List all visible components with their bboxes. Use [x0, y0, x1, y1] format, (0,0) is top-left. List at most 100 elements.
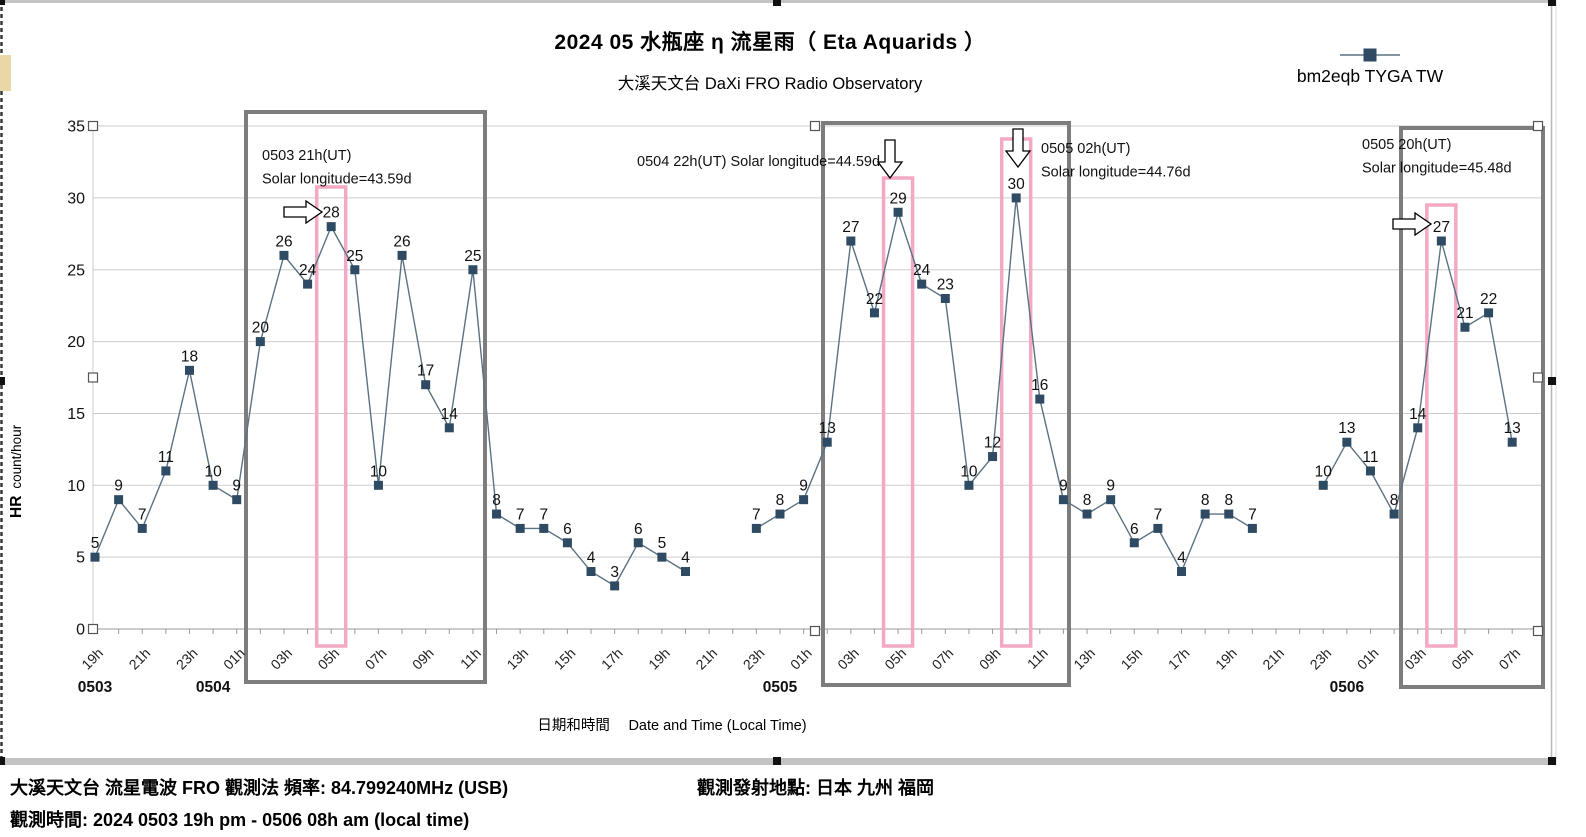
frame-selection-handle[interactable] [1548, 377, 1556, 385]
plot-selection-handle[interactable] [87, 623, 99, 635]
series-line[interactable] [94, 225, 686, 587]
highlight-box-pink[interactable] [881, 176, 915, 648]
data-point-marker[interactable] [137, 523, 147, 533]
frame-selection-handle[interactable] [773, 0, 781, 6]
data-point-marker[interactable] [822, 437, 832, 447]
data-point-marker[interactable] [893, 207, 903, 217]
data-point-label: 24 [913, 262, 931, 279]
data-point-marker[interactable] [1106, 495, 1116, 505]
plot-selection-handle[interactable] [1532, 120, 1544, 132]
data-point-marker[interactable] [1507, 437, 1517, 447]
data-point-marker[interactable] [1153, 523, 1163, 533]
data-point-marker[interactable] [799, 495, 809, 505]
plot-selection-handle[interactable] [809, 120, 821, 132]
data-point-marker[interactable] [208, 480, 218, 490]
arrow-right-icon[interactable] [283, 199, 324, 225]
data-point-marker[interactable] [90, 552, 100, 562]
data-point-marker[interactable] [255, 337, 265, 347]
data-point-marker[interactable] [1342, 437, 1352, 447]
footer-observation-period: 觀測時間: 2024 0503 19h pm - 0506 08h am (lo… [10, 810, 470, 830]
data-point-marker[interactable] [539, 523, 549, 533]
data-point-marker[interactable] [917, 279, 927, 289]
plot-selection-handle[interactable] [1532, 625, 1544, 637]
data-point-marker[interactable] [1177, 567, 1187, 577]
data-point-marker[interactable] [1460, 322, 1470, 332]
data-point-marker[interactable] [681, 567, 690, 577]
data-point-marker[interactable] [492, 509, 502, 519]
data-point-marker[interactable] [1436, 236, 1446, 246]
legend-label[interactable]: bm2eqb TYGA TW [1296, 66, 1444, 86]
data-point-marker[interactable] [657, 552, 667, 562]
data-point-marker[interactable] [1082, 509, 1092, 519]
data-point-marker[interactable] [633, 538, 643, 548]
plot-selection-handle[interactable] [87, 120, 99, 132]
data-point-marker[interactable] [279, 250, 289, 260]
data-point-label: 4 [1177, 550, 1186, 567]
data-point-marker[interactable] [1365, 466, 1375, 476]
data-point-marker[interactable] [869, 308, 879, 318]
frame-selection-handle[interactable] [1548, 757, 1556, 765]
highlight-box-pink[interactable] [1425, 203, 1458, 648]
data-point-marker[interactable] [515, 523, 525, 533]
data-point-marker[interactable] [397, 250, 407, 260]
annotation-text: 0504 22h(UT) Solar longitude=44.59d [637, 154, 880, 170]
data-point-marker[interactable] [1484, 308, 1494, 318]
data-point-label: 14 [1409, 406, 1427, 423]
data-point-marker[interactable] [1224, 509, 1234, 519]
data-point-marker[interactable] [940, 293, 950, 303]
frame-selection-handle[interactable] [773, 757, 781, 765]
data-point-marker[interactable] [303, 279, 313, 289]
series-line[interactable] [755, 197, 1253, 574]
data-point-marker[interactable] [421, 380, 431, 390]
plot-selection-handle[interactable] [87, 372, 99, 383]
data-point-marker[interactable] [326, 222, 336, 232]
data-point-marker[interactable] [610, 581, 620, 591]
data-point-marker[interactable] [1247, 523, 1257, 533]
y-axis-tick-label: 10 [67, 478, 85, 495]
data-point-marker[interactable] [350, 265, 360, 275]
frame-selection-handle[interactable] [0, 757, 5, 765]
data-point-label: 25 [346, 248, 363, 265]
plot-selection-handle[interactable] [809, 625, 821, 637]
x-axis-tick-label: 03h [834, 645, 862, 673]
plot-selection-handle[interactable] [1532, 372, 1544, 383]
series-line[interactable] [1322, 240, 1513, 516]
highlight-box-gray[interactable] [821, 121, 1071, 687]
data-point-marker[interactable] [161, 466, 171, 476]
data-point-label: 20 [252, 320, 270, 337]
data-point-marker[interactable] [1318, 480, 1328, 490]
data-point-marker[interactable] [1129, 538, 1139, 548]
data-point-marker[interactable] [846, 236, 856, 246]
frame-selection-handle[interactable] [0, 377, 5, 385]
data-point-marker[interactable] [1035, 394, 1045, 404]
highlight-box-pink[interactable] [314, 185, 348, 648]
highlight-box-gray[interactable] [1399, 126, 1545, 689]
data-point-marker[interactable] [775, 509, 785, 519]
data-point-label: 9 [799, 478, 808, 495]
x-axis-title: 日期和時間 Date and Time (Local Time) [537, 718, 807, 734]
frame-selection-handle[interactable] [0, 0, 5, 5]
arrow-down-icon[interactable] [876, 139, 904, 180]
arrow-down-icon[interactable] [1004, 128, 1032, 169]
highlight-box-pink[interactable] [999, 137, 1033, 648]
data-point-marker[interactable] [114, 495, 124, 505]
data-point-marker[interactable] [1011, 193, 1021, 203]
data-point-marker[interactable] [988, 452, 998, 462]
data-point-marker[interactable] [468, 265, 478, 275]
data-point-marker[interactable] [444, 423, 454, 433]
data-point-marker[interactable] [1058, 495, 1068, 505]
frame-selection-handle[interactable] [1548, 0, 1556, 6]
data-point-marker[interactable] [373, 480, 383, 490]
data-point-marker[interactable] [751, 523, 761, 533]
data-point-marker[interactable] [1389, 509, 1399, 519]
data-point-marker[interactable] [1200, 509, 1210, 519]
data-point-marker[interactable] [964, 480, 974, 490]
x-axis-tick-label: 17h [598, 645, 626, 673]
data-point-marker[interactable] [1413, 423, 1423, 433]
arrow-right-icon[interactable] [1392, 211, 1433, 237]
data-point-marker[interactable] [184, 365, 194, 375]
data-point-marker[interactable] [232, 495, 242, 505]
data-point-marker[interactable] [562, 538, 572, 548]
data-point-marker[interactable] [586, 567, 596, 577]
